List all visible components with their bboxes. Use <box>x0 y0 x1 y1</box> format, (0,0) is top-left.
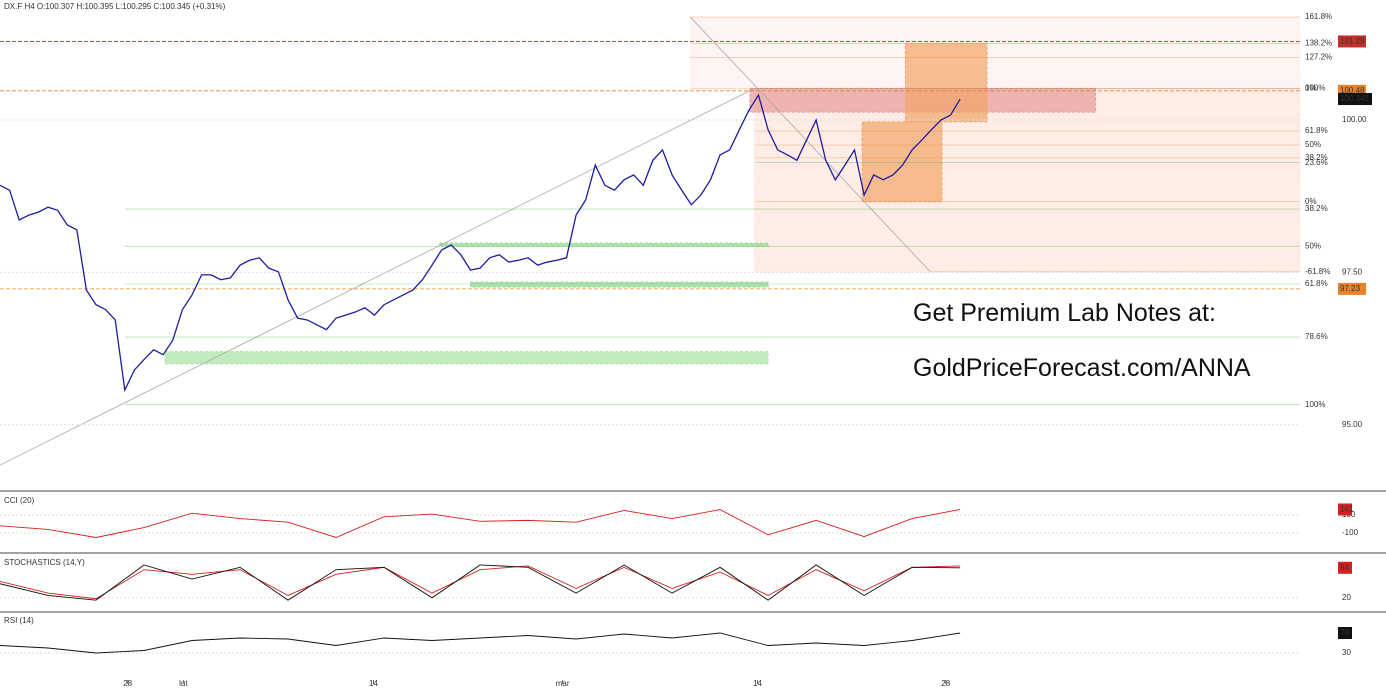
fib-label: 61.8% <box>1305 279 1328 288</box>
x-tick-label: 28 <box>941 679 950 688</box>
zone <box>469 281 769 288</box>
fib-label: 23.6% <box>1305 158 1328 167</box>
price-label: 100.48 <box>1340 86 1365 95</box>
fib-label: 78.6% <box>1305 332 1328 341</box>
series-line <box>0 565 961 600</box>
series-line <box>0 93 961 393</box>
last-value-label: 161 <box>1340 505 1354 514</box>
zone <box>754 87 1301 273</box>
watermark: Get Premium Lab Notes at: <box>913 299 1216 327</box>
fib-label: 0% <box>1305 83 1317 92</box>
zone <box>439 242 769 247</box>
price-label: 101.29 <box>1340 37 1365 46</box>
zone <box>164 351 769 365</box>
fib-label: 127.2% <box>1305 52 1332 61</box>
pane-title: RSI (14) <box>4 616 34 625</box>
y-tick-label: 97.50 <box>1342 268 1363 277</box>
fib-label: 161.8% <box>1305 12 1332 21</box>
fib-label: 38.2% <box>1305 204 1328 213</box>
trend-line <box>0 88 755 466</box>
zone <box>689 16 1301 89</box>
y-tick-label: 20 <box>1342 593 1351 602</box>
fib-label: 100% <box>1305 400 1325 409</box>
pane-title: STOCHASTICS (14,Y) <box>4 558 85 567</box>
price-label-box <box>1338 282 1366 295</box>
fib-label: 50% <box>1305 241 1321 250</box>
y-tick-label: 100.00 <box>1342 115 1367 124</box>
last-value-label: 70 <box>1340 628 1349 637</box>
series-line <box>0 564 961 601</box>
y-tick-label: 95.00 <box>1342 420 1363 429</box>
trend-line <box>690 16 931 273</box>
last-value-box <box>1338 627 1352 639</box>
last-value-label: 100.345 <box>1340 94 1369 103</box>
fib-label: 61.8% <box>1305 126 1328 135</box>
pane-title: CCI (20) <box>4 496 35 505</box>
zone <box>904 42 988 123</box>
fib-label: -61.8% <box>1305 267 1330 276</box>
x-tick-label: mar <box>556 679 570 688</box>
series-line <box>0 632 961 654</box>
fib-label: 50% <box>1305 140 1321 149</box>
last-value-box <box>1338 561 1352 574</box>
x-tick-label: 28 <box>123 679 132 688</box>
fib-label: 100% <box>1305 83 1325 92</box>
zone <box>861 121 943 203</box>
y-tick-label: -100 <box>1342 528 1359 537</box>
last-value-box <box>1338 93 1372 106</box>
y-tick-label: 30 <box>1342 648 1351 657</box>
price-label: 97.23 <box>1340 284 1361 293</box>
x-tick-label: 14 <box>369 679 378 688</box>
series-line <box>0 509 961 538</box>
fib-label: 0% <box>1305 197 1317 206</box>
price-label-box <box>1338 35 1366 48</box>
last-value-label: 84 <box>1340 563 1349 572</box>
fib-label: 38.2% <box>1305 153 1328 162</box>
fib-label: 138.2% <box>1305 38 1332 47</box>
x-tick-label: 14 <box>753 679 762 688</box>
chart-header: DX.F H4 O:100.307 H:100.395 L:100.295 C:… <box>4 2 226 11</box>
x-tick-label: lut <box>179 679 188 688</box>
watermark: GoldPriceForecast.com/ANNA <box>913 354 1251 382</box>
last-value-box <box>1338 503 1352 516</box>
